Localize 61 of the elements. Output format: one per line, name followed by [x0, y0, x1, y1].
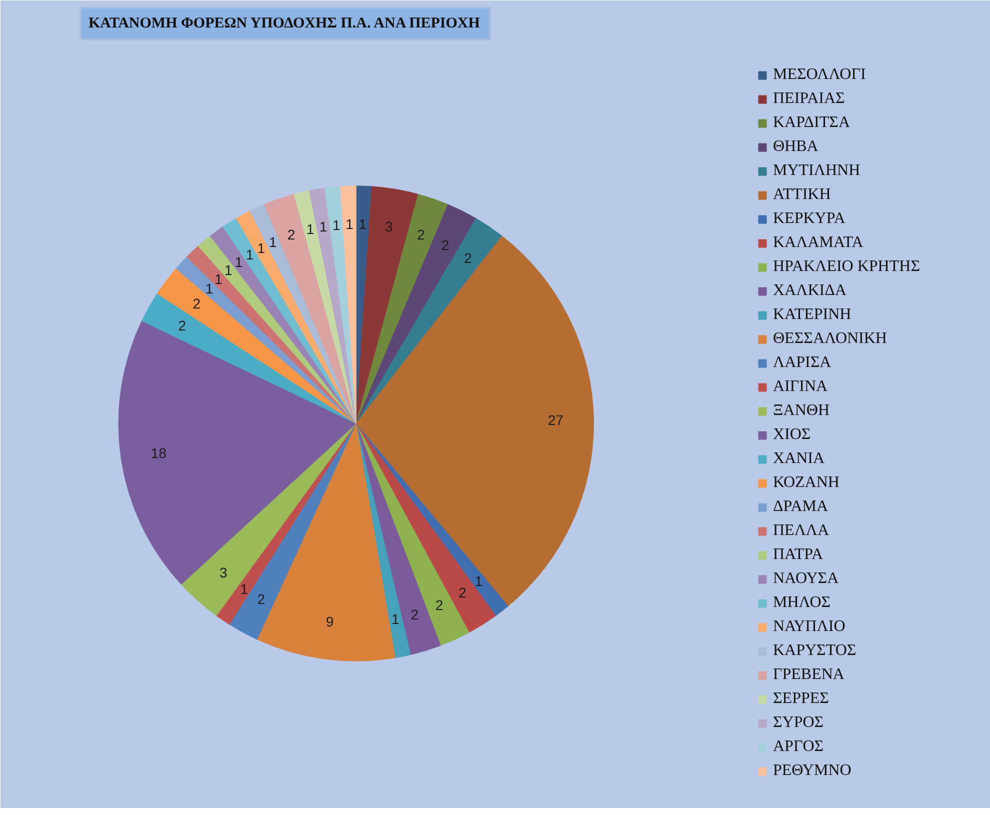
data-label: 18: [150, 445, 167, 462]
data-label: 1: [319, 218, 328, 235]
data-label: 27: [548, 412, 564, 428]
data-label: 3: [385, 218, 394, 235]
legend-label: ΘΕΣΣΑΛΟΝΙΚΗ: [772, 330, 887, 348]
data-label: 2: [435, 596, 444, 613]
legend-label: ΣΕΡΡΕΣ: [772, 690, 829, 708]
legend-label: ΘΗΒΑ: [772, 138, 818, 156]
legend-label: ΧΑΛΚΙΔΑ: [772, 282, 846, 300]
data-label: 2: [287, 226, 296, 243]
data-label: 1: [392, 611, 400, 628]
legend-label: ΞΑΝΘΗ: [772, 402, 830, 420]
data-label: 1: [269, 234, 278, 250]
legend-label: ΧΙΟΣ: [772, 426, 811, 444]
legend-label: ΓΡΕΒΕΝΑ: [772, 666, 844, 684]
legend-label: ΚΟΖΑΝΗ: [772, 474, 840, 492]
legend-label: ΜΕΣΟΛΛΟΓΙ: [772, 66, 866, 84]
legend-label: ΜΗΛΟΣ: [772, 594, 831, 612]
data-label: 1: [474, 573, 483, 589]
data-label: 2: [178, 318, 186, 334]
data-label: 1: [257, 240, 266, 256]
data-label: 3: [219, 564, 228, 581]
data-label: 2: [192, 296, 201, 312]
legend-label: ΚΕΡΚΥΡΑ: [772, 210, 846, 228]
legend-label: ΝΑΥΠΛΙΟ: [772, 618, 846, 636]
data-label: 1: [214, 270, 223, 287]
data-label: 9: [326, 613, 334, 630]
legend-label: ΚΑΛΑΜΑΤΑ: [772, 234, 864, 252]
data-label: 2: [458, 584, 467, 600]
legend-label: ΑΙΓΙΝΑ: [772, 378, 828, 396]
data-label: 1: [234, 254, 243, 270]
legend-label: ΑΤΤΙΚΗ: [772, 186, 831, 204]
chart-title: ΚΑΤΑΝΟΜΗ ΦΟΡΕΩΝ ΥΠΟΔΟΧΗΣ Π.Α. ΑΝΑ ΠΕΡΙΟΧΗ: [88, 16, 480, 32]
legend-label: ΜΥΤΙΛΗΝΗ: [772, 162, 860, 180]
data-label: 2: [441, 236, 450, 253]
data-label: 2: [417, 226, 426, 243]
data-label: 1: [224, 262, 232, 278]
legend-label: ΠΑΤΡΑ: [772, 546, 824, 564]
legend-label: ΚΑΡΥΣΤΟΣ: [772, 642, 856, 660]
data-label: 2: [464, 250, 472, 266]
data-label: 1: [306, 221, 314, 238]
data-label: 1: [240, 580, 248, 597]
legend-label: ΠΕΙΡΑΙΑΣ: [772, 90, 845, 108]
data-label: 1: [332, 216, 340, 233]
legend-label: ΔΡΑΜΑ: [772, 498, 828, 516]
data-label: 2: [257, 591, 266, 608]
data-label: 1: [358, 216, 367, 232]
data-label: 2: [410, 606, 419, 622]
legend-label: ΗΡΑΚΛΕΙΟ ΚΡΗΤΗΣ: [772, 258, 920, 276]
legend-label: ΧΑΝΙΑ: [772, 450, 825, 468]
legend-label: ΡΕΘΥΜΝΟ: [772, 762, 852, 780]
data-label: 1: [346, 216, 354, 232]
data-label: 1: [246, 246, 254, 263]
legend-label: ΑΡΓΟΣ: [772, 738, 824, 756]
legend-label: ΚΑΡΔΙΤΣΑ: [772, 114, 850, 132]
data-label: 1: [205, 280, 214, 296]
legend-label: ΚΑΤΕΡΙΝΗ: [772, 306, 852, 324]
legend-label: ΣΥΡΟΣ: [772, 714, 824, 732]
legend-label: ΛΑΡΙΣΑ: [772, 354, 832, 372]
legend-label: ΝΑΟΥΣΑ: [772, 570, 839, 588]
legend-label: ΠΕΛΛΑ: [772, 522, 830, 540]
